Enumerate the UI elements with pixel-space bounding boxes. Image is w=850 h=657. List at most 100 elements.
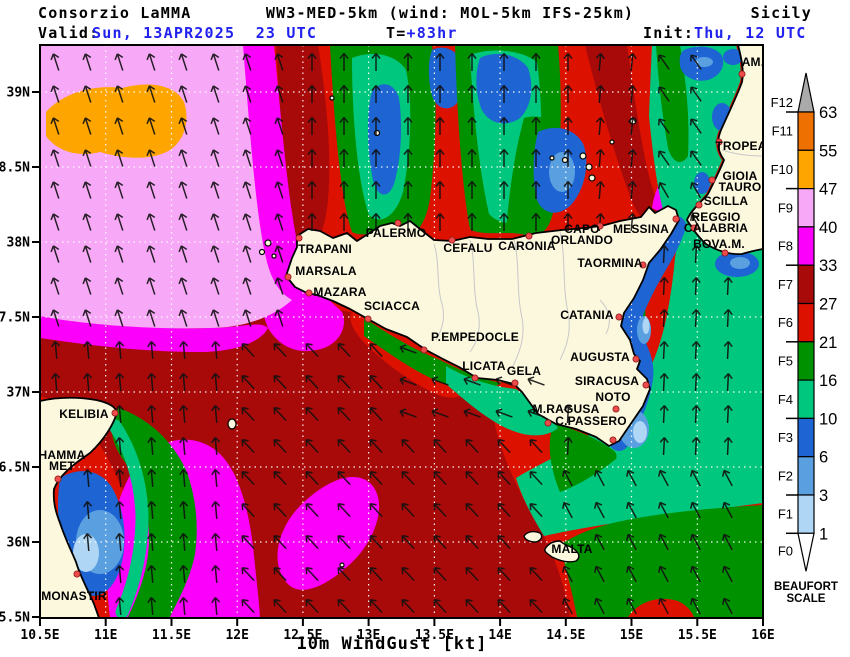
legend-flabel: F1	[778, 507, 793, 522]
legend-band-F1	[798, 495, 814, 533]
city-label: SCILLA	[704, 194, 749, 208]
city-label: CALABRIA	[684, 221, 748, 235]
legend-band-F0	[798, 533, 814, 571]
city-dot	[709, 177, 715, 183]
city-label: MESSINA	[613, 222, 669, 236]
legend-band-F3	[798, 418, 814, 456]
legend-value: 55	[819, 142, 837, 160]
city-label: MONASTIR	[41, 589, 107, 603]
city-label: NOTO	[595, 390, 630, 404]
city-dot	[739, 71, 745, 77]
legend-value: 47	[819, 181, 837, 199]
legend-band-F5	[798, 342, 814, 380]
city-dot	[421, 347, 427, 353]
city-label: P.EMPEDOCLE	[431, 330, 519, 344]
legend-band-F9	[798, 189, 814, 227]
lon-label: 14.5E	[546, 628, 585, 643]
city-label: CEFALU	[443, 241, 492, 255]
legend-flabel: F9	[778, 200, 793, 215]
legend-flabel: F8	[778, 239, 793, 254]
lat-label: 36N	[7, 536, 31, 551]
city-dot	[643, 382, 649, 388]
city-dot	[545, 420, 551, 426]
city-label: AM.	[742, 55, 765, 69]
lat-label: 36.5N	[0, 461, 30, 476]
city-label: TROPEA	[715, 139, 766, 153]
legend-flabel: F4	[778, 392, 793, 407]
lon-label: 15E	[620, 628, 643, 643]
legend-band-F10	[798, 150, 814, 188]
city-dot	[365, 316, 371, 322]
lon-label: 16E	[751, 628, 774, 643]
sea-field: TRAPANIPALERMOCEFALUCARONIACAPOORLANDOME…	[39, 45, 767, 618]
city-dot	[472, 375, 478, 381]
city-label: TAURO	[719, 180, 762, 194]
lon-label: 11.5E	[152, 628, 191, 643]
city-label: SCIACCA	[364, 299, 420, 313]
legend-value: 6	[819, 449, 828, 467]
legend-flabel: F5	[778, 353, 793, 368]
legend-flabel: F0	[778, 543, 793, 558]
city-dot	[633, 356, 639, 362]
city-dot	[512, 380, 518, 386]
city-dot	[55, 476, 61, 482]
legend-value: 3	[819, 487, 828, 505]
city-label: LICATA	[462, 359, 506, 373]
city-label: PALERMO	[366, 226, 427, 240]
legend-band-F6	[798, 304, 814, 342]
legend-value: 63	[819, 104, 837, 122]
legend-value: 1	[819, 525, 828, 543]
city-label: ORLANDO	[551, 233, 613, 247]
legend-band-F11	[798, 112, 814, 150]
city-dot	[112, 410, 118, 416]
contour-f1-catania	[643, 318, 650, 334]
weather-map-page: Consorzio LaMMA WW3-MED-5km (wind: MOL-5…	[0, 0, 850, 657]
lat-label: 38N	[7, 236, 31, 251]
legend-flabel: F6	[778, 315, 793, 330]
legend-value: 21	[819, 334, 837, 352]
lon-label: 11E	[94, 628, 117, 643]
city-label: CATANIA	[560, 308, 614, 322]
city-label: GELA	[507, 364, 541, 378]
lat-label: 38.5N	[0, 161, 30, 176]
legend-band-F8	[798, 227, 814, 265]
city-label: MET	[49, 459, 75, 473]
lat-label: 39N	[7, 86, 31, 101]
lon-label: 10.5E	[20, 628, 59, 643]
city-label: AUGUSTA	[570, 350, 630, 364]
city-dot	[673, 216, 679, 222]
city-dot	[74, 571, 80, 577]
city-label: MALTA	[551, 542, 592, 556]
city-label: BOVA.M.	[693, 237, 745, 251]
city-dot	[296, 235, 302, 241]
city-label: TAORMINA	[577, 256, 643, 270]
legend-band-F4	[798, 380, 814, 418]
city-label: KELIBIA	[59, 407, 109, 421]
legend-flabel: F10	[771, 162, 793, 177]
city-label: MAZARA	[313, 285, 366, 299]
beaufort-legend: F12F11F10F9F8F7F6F5F4F3F2F1F063554740332…	[771, 73, 838, 605]
city-label: SIRACUSA	[575, 374, 639, 388]
legend-band-F12	[798, 73, 814, 112]
legend-value: 16	[819, 372, 837, 390]
legend-title: BEAUFORT	[774, 581, 838, 593]
lon-label: 12E	[225, 628, 248, 643]
legend-flabel: F2	[778, 468, 793, 483]
legend-value: 33	[819, 257, 837, 275]
legend-value: 10	[819, 410, 837, 428]
city-label: CARONIA	[498, 239, 556, 253]
legend-flabel: F7	[778, 277, 793, 292]
city-dot	[285, 274, 291, 280]
lat-label: 37N	[7, 386, 31, 401]
lon-label: 15.5E	[678, 628, 717, 643]
lat-label: 37.5N	[0, 311, 30, 326]
lon-label: 14E	[488, 628, 511, 643]
legend-flabel: F11	[772, 124, 793, 139]
legend-flabel: F12	[771, 95, 793, 110]
contour-f1-passero	[633, 421, 647, 443]
city-label: C.PASSERO	[555, 414, 627, 428]
legend-value: 40	[819, 219, 837, 237]
legend-band-F2	[798, 457, 814, 495]
legend-flabel: F3	[778, 430, 793, 445]
city-dot	[696, 202, 702, 208]
